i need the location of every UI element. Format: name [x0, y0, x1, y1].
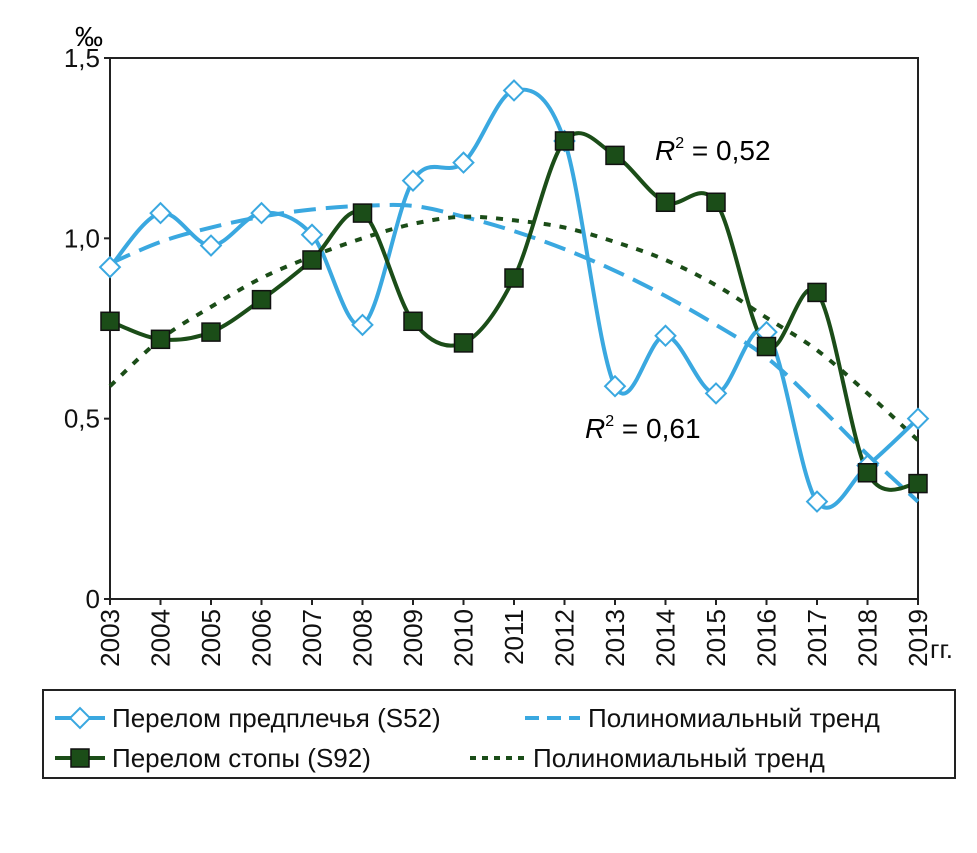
data-point-s92	[504, 268, 524, 288]
data-point-s52	[502, 79, 526, 102]
data-point-s92	[554, 131, 575, 151]
data-point-s52	[351, 313, 374, 337]
data-point-s52	[603, 374, 627, 398]
data-point-s92	[605, 145, 625, 166]
data-point-s92	[100, 311, 120, 332]
data-point-s92	[251, 289, 272, 310]
data-point-s92	[706, 192, 726, 213]
data-point-s52	[149, 201, 172, 225]
x-tick-label: 2008	[348, 609, 378, 667]
x-tick-label: 2016	[752, 609, 782, 667]
x-tick-label: 2010	[449, 609, 479, 667]
series-line-0	[108, 87, 920, 510]
y-tick-label: 0	[86, 584, 100, 614]
legend-label-trend-blue: Полиномиальный тренд	[588, 703, 880, 733]
x-tick-label: 2018	[853, 609, 883, 667]
legend-frame	[42, 689, 956, 779]
legend-label-trend-green: Полиномиальный тренд	[533, 743, 825, 773]
x-tick-label: 2005	[196, 609, 226, 667]
data-point-s92	[150, 329, 171, 350]
x-tick-label: 2017	[802, 609, 832, 667]
x-tick-label: 2011	[499, 609, 529, 665]
data-point-s52	[906, 407, 930, 430]
y-axis-unit: ‰	[75, 21, 103, 52]
data-point-s52	[199, 234, 223, 257]
series-line-3	[108, 214, 920, 442]
y-tick-label: 0,5	[64, 404, 100, 434]
x-tick-label: 2012	[550, 609, 580, 667]
x-tick-label: 2019	[903, 609, 933, 667]
x-tick-label: 2015	[701, 609, 731, 667]
x-tick-label: 2007	[297, 609, 327, 667]
legend-label-s92: Перелом стопы (S92)	[112, 743, 371, 773]
data-point-s92	[201, 322, 221, 342]
plot-frame	[109, 57, 919, 600]
data-point-s52	[401, 169, 425, 192]
data-point-s92	[655, 192, 676, 213]
data-point-s92	[756, 336, 777, 357]
legend-label-s52: Перелом предплечья (S52)	[112, 703, 441, 733]
data-point-s52	[300, 223, 324, 247]
data-point-s52	[704, 382, 728, 405]
data-point-s92	[807, 282, 827, 303]
r2-annotation-blue: R2 = 0,61	[585, 413, 701, 444]
data-point-s92	[352, 203, 373, 223]
y-tick-label: 1,5	[64, 43, 100, 73]
x-tick-label: 2009	[398, 609, 428, 667]
data-point-s52	[654, 324, 677, 348]
data-point-s52	[250, 201, 273, 225]
data-point-s92	[453, 333, 474, 353]
square-marker-icon	[70, 748, 90, 768]
data-point-s92	[403, 311, 423, 332]
data-point-s52	[452, 151, 475, 174]
x-tick-label: 2006	[247, 609, 277, 667]
x-tick-label: 2014	[651, 609, 681, 667]
diamond-marker-icon	[68, 706, 92, 730]
data-point-s92	[302, 250, 322, 270]
series-line-2	[109, 202, 920, 504]
x-axis-suffix: гг.	[930, 634, 953, 664]
data-point-s92	[857, 463, 878, 483]
x-tick-label: 2003	[95, 609, 125, 667]
data-point-s52	[805, 490, 829, 513]
x-tick-label: 2013	[600, 609, 630, 667]
data-point-s92	[908, 473, 928, 494]
y-tick-label: 1,0	[64, 223, 100, 253]
legend: Перелом предплечья (S52) Полиномиальный …	[42, 689, 956, 779]
r2-annotation-green: R2 = 0,52	[655, 135, 771, 166]
x-tick-label: 2004	[146, 609, 176, 667]
data-point-s52	[98, 255, 122, 279]
